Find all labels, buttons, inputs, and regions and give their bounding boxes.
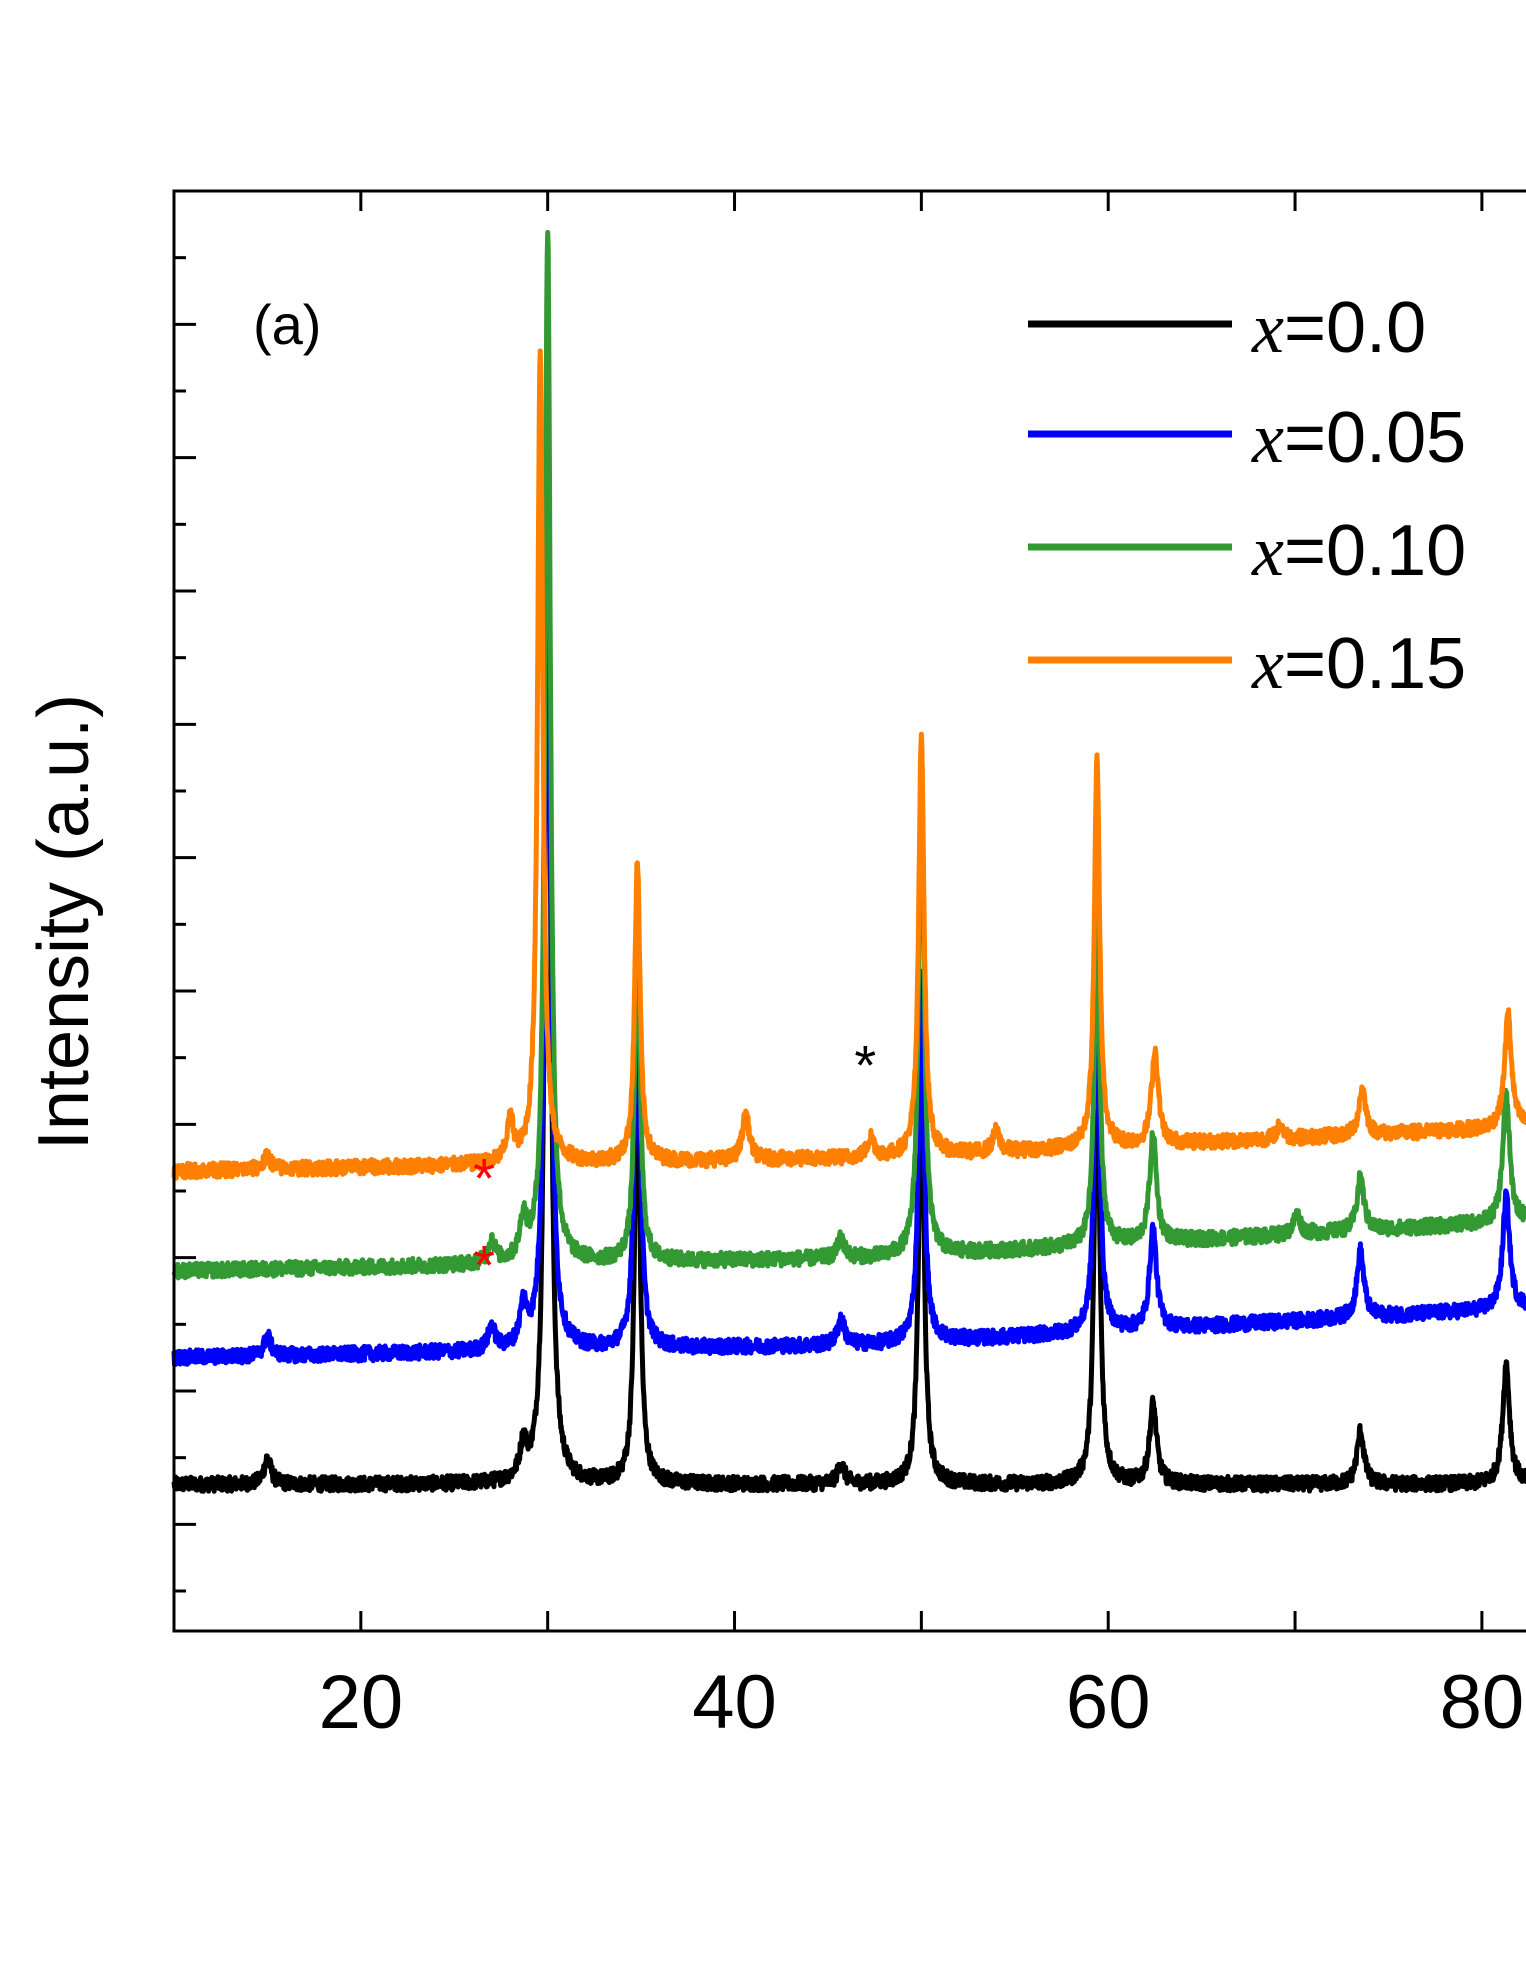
x-tick-label-80: 80 <box>1440 1660 1525 1745</box>
series-line-0 <box>171 407 1526 1494</box>
legend-var-2: x <box>1251 511 1284 591</box>
series-layer <box>171 229 1526 1494</box>
legend-value-1: =0.05 <box>1284 398 1466 478</box>
legend-var-1: x <box>1251 398 1284 478</box>
legend-label-2: x=0.10 <box>1251 511 1466 591</box>
impurity-marker-2: * <box>473 1233 495 1296</box>
plot-frame <box>172 189 1526 1633</box>
ticks-layer: 20 40 60 80 <box>174 191 1524 1745</box>
x-tick-label-20: 20 <box>319 1660 404 1745</box>
impurity-marker-1: * <box>473 1147 495 1210</box>
legend-label-0: x=0.0 <box>1251 288 1426 368</box>
legend-label-3: x=0.15 <box>1251 624 1466 704</box>
annotation-layer: * * * <box>473 1033 876 1296</box>
legend: x=0.0 x=0.05 x=0.10 x=0.15 <box>1028 288 1466 704</box>
legend-var-0: x <box>1251 288 1284 368</box>
panel-label: (a) <box>253 293 321 356</box>
legend-value-0: =0.0 <box>1284 288 1426 368</box>
series-line-1 <box>171 418 1526 1368</box>
x-tick-label-60: 60 <box>1066 1660 1151 1745</box>
legend-value-3: =0.15 <box>1284 624 1466 704</box>
series-line-3 <box>171 348 1526 1181</box>
legend-var-3: x <box>1251 624 1284 704</box>
x-tick-label-40: 40 <box>692 1660 777 1745</box>
y-axis-title: Intensity (a.u.) <box>24 694 104 1150</box>
series-line-2 <box>171 229 1526 1281</box>
impurity-marker-0: * <box>854 1033 876 1096</box>
legend-value-2: =0.10 <box>1284 511 1466 591</box>
legend-label-1: x=0.05 <box>1251 398 1466 478</box>
